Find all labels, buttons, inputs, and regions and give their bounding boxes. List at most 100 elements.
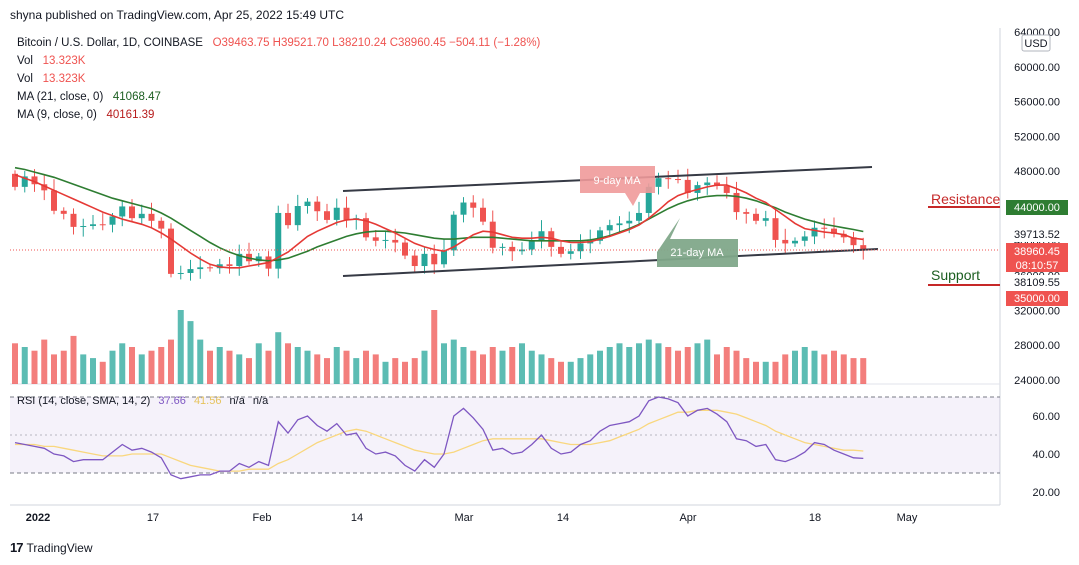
- candle-body: [450, 214, 457, 251]
- last-price-badge-text: 38960.45: [1014, 246, 1060, 258]
- volume-label[interactable]: Vol: [17, 55, 33, 67]
- ma9-badge: [1006, 275, 1068, 290]
- price-tick-label: 48000.00: [1014, 166, 1060, 178]
- volume-bar: [275, 332, 282, 384]
- price-tick-label: 56000.00: [1014, 97, 1060, 109]
- candle-body: [236, 253, 243, 267]
- time-tick-label: 2022: [26, 512, 50, 524]
- volume-bar: [12, 343, 18, 384]
- volume-bar: [392, 358, 399, 384]
- time-tick-label: Feb: [253, 512, 272, 524]
- price-tick-label: 52000.00: [1014, 131, 1060, 143]
- candle-body: [675, 179, 681, 181]
- time-tick-label: 14: [557, 512, 569, 524]
- volume-bar: [694, 343, 701, 384]
- volume-bar: [41, 339, 48, 384]
- candle-body: [489, 221, 496, 248]
- volume-bar: [363, 350, 369, 384]
- volume-bar: [704, 339, 711, 384]
- candle-body: [792, 240, 798, 244]
- symbol-row: Bitcoin / U.S. Dollar, 1D, COINBASE O394…: [17, 34, 540, 52]
- volume-bar: [236, 354, 243, 384]
- candle-body: [840, 233, 847, 238]
- volume-bar: [489, 347, 496, 384]
- volume-bar: [655, 343, 662, 384]
- time-tick-label: 17: [147, 512, 159, 524]
- volume-bar: [255, 343, 262, 384]
- volume-bar: [177, 310, 184, 384]
- support-label: Support: [931, 267, 980, 283]
- volume-bar: [70, 335, 77, 384]
- ma9-callout: 9-day MA: [580, 166, 655, 206]
- volume-bar: [450, 339, 457, 384]
- volume-bar: [840, 354, 847, 384]
- candle-body: [109, 216, 116, 225]
- volume-bar: [558, 361, 564, 384]
- volume-bar: [324, 358, 330, 384]
- rsi-legend-label: RSI (14, close, SMA, 14, 2): [17, 395, 150, 407]
- candle-body: [860, 245, 867, 250]
- candle-body: [850, 237, 857, 246]
- candle-body: [148, 213, 155, 221]
- volume-bar: [665, 347, 672, 384]
- volume-bar: [684, 347, 691, 384]
- volume-label-2[interactable]: Vol: [17, 73, 33, 85]
- candle-body: [421, 253, 428, 267]
- volume-bar: [187, 321, 194, 384]
- candle-body: [714, 182, 720, 186]
- candle-body: [187, 269, 194, 273]
- volume-bar: [333, 347, 340, 384]
- price-tick-label: 24000.00: [1014, 375, 1060, 387]
- candle-body: [168, 228, 174, 274]
- volume-bar: [207, 350, 213, 384]
- volume-bar: [90, 358, 96, 384]
- ma21-callout: 21-day MA: [657, 218, 738, 267]
- candle-body: [460, 202, 467, 215]
- volume-bar: [226, 350, 233, 384]
- candle-body: [772, 218, 779, 240]
- volume-bar: [792, 350, 798, 384]
- rsi-axis-ticks: 60.00 40.00 20.00: [1032, 411, 1060, 499]
- volume-bar: [158, 347, 165, 384]
- candle-body: [275, 212, 282, 269]
- ma21-badge-text: 39713.52: [1014, 229, 1060, 241]
- candle-body: [119, 206, 126, 217]
- candle-body: [577, 243, 584, 252]
- ma21-value: 41068.47: [112, 91, 161, 103]
- candle-body: [597, 230, 603, 241]
- ma9-label[interactable]: MA (9, close, 0): [17, 109, 97, 121]
- candle-body: [372, 237, 379, 241]
- footer-brand[interactable]: 17 TradingView: [10, 540, 93, 555]
- volume-bar: [675, 350, 681, 384]
- time-tick-label: Mar: [455, 512, 474, 524]
- candle-body: [314, 201, 321, 212]
- volume-bar: [509, 347, 516, 384]
- last-price-badge: [1006, 243, 1068, 272]
- volume-bar: [626, 347, 633, 384]
- volume-bar: [138, 354, 145, 384]
- rsi-tick-label: 40.00: [1032, 449, 1060, 461]
- candle-body: [470, 202, 477, 208]
- volume-bar: [421, 350, 428, 384]
- volume-bar: [21, 347, 28, 384]
- volume-bar: [304, 350, 311, 384]
- volume-bar: [285, 343, 291, 384]
- support-badge-text: 35000.00: [1014, 293, 1060, 305]
- volume-bar: [772, 361, 779, 384]
- volume-bar: [733, 350, 740, 384]
- volume-bar: [831, 350, 837, 384]
- volume-bar: [811, 350, 818, 384]
- rsi-tick-label: 20.00: [1032, 487, 1060, 499]
- currency-box[interactable]: [1021, 34, 1051, 52]
- rsi-legend: RSI (14, close, SMA, 14, 2) 37.66 41.56 …: [17, 395, 269, 407]
- candle-body: [441, 250, 447, 265]
- ma21-label[interactable]: MA (21, close, 0): [17, 91, 104, 103]
- candle-body: [31, 176, 38, 185]
- volume-bar: [606, 347, 613, 384]
- volume-bar: [402, 361, 408, 384]
- candle-body: [226, 264, 233, 267]
- candle-body: [129, 206, 135, 219]
- candle-body: [197, 267, 204, 270]
- symbol-label[interactable]: Bitcoin / U.S. Dollar, 1D, COINBASE: [17, 37, 203, 49]
